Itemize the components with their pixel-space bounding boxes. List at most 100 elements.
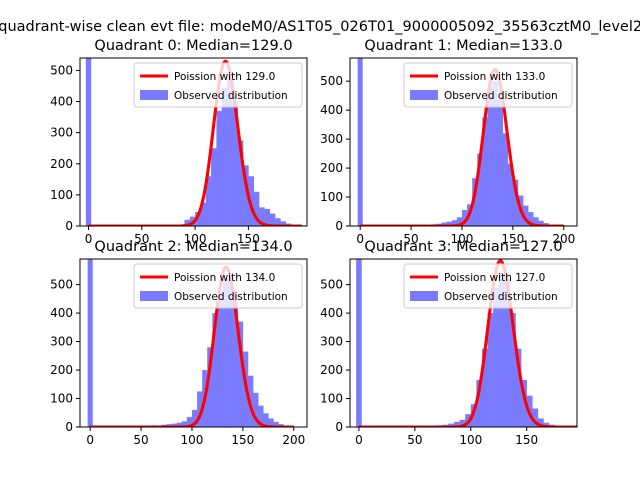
hist-bar [259, 207, 265, 226]
hist-bar [492, 81, 498, 226]
hist-bar-zero [356, 259, 362, 427]
x-tick-label: 200 [552, 232, 575, 246]
legend-hist-swatch [140, 90, 168, 100]
legend-hist-label: Observed distribution [444, 90, 558, 102]
y-tick-label: 100 [320, 190, 343, 204]
plot-area [356, 259, 577, 427]
y-tick-label: 500 [50, 278, 73, 292]
hist-bar [212, 313, 218, 427]
figure-suptitle: Light curves for quadrant-wise clean evt… [0, 19, 640, 35]
hist-bar [507, 163, 514, 226]
x-tick-label: 0 [356, 232, 364, 246]
legend: Poission with 133.0 Observed distribution [403, 62, 573, 108]
y-tick-label: 200 [320, 161, 343, 175]
hist-bar [186, 417, 193, 427]
hist-bar [493, 287, 500, 427]
poisson-curve [88, 59, 302, 226]
hist-bar [275, 218, 281, 226]
legend-frame [403, 263, 573, 309]
axes-frame [79, 57, 308, 227]
y-tick-label: 500 [50, 63, 73, 77]
hist-bar [207, 347, 213, 427]
y-tick-label: 200 [50, 363, 73, 377]
hist-bar [521, 380, 527, 427]
hist-bar [253, 392, 259, 427]
legend-frame [403, 62, 573, 108]
hist-bar [487, 86, 493, 226]
hist-bar [504, 278, 511, 427]
legend-poisson-label: Poission with 129.0 [174, 71, 275, 83]
hist-bar [171, 423, 178, 427]
poisson-curve [358, 259, 577, 427]
hist-bar [533, 217, 539, 226]
hist-bar [477, 153, 483, 226]
hist-bar-zero [357, 58, 363, 226]
y-tick-label: 400 [50, 95, 73, 109]
x-tick-label: 100 [181, 433, 204, 447]
axes-frame [349, 258, 578, 428]
x-tick-label: 50 [403, 232, 418, 246]
hist-bar [197, 391, 203, 427]
y-tick-label: 300 [320, 335, 343, 349]
hist-bar [523, 205, 529, 226]
hist-bar [269, 213, 276, 226]
panel-title: Quadrant 2: Median=134.0 [94, 239, 292, 255]
hist-bar [461, 210, 468, 226]
hist-bar [459, 419, 466, 427]
y-tick-label: 100 [50, 188, 73, 202]
hist-bar [263, 413, 269, 427]
legend-hist-swatch [410, 291, 438, 301]
axes-frame [349, 57, 578, 227]
hist-bar [543, 422, 550, 427]
hist-bar [237, 321, 244, 427]
hist-bar [441, 222, 448, 226]
x-tick-label: 100 [184, 232, 207, 246]
hist-bar [216, 110, 223, 226]
legend-hist-label: Observed distribution [174, 90, 288, 102]
axes-frame [79, 258, 308, 428]
y-tick-label: 500 [320, 74, 343, 88]
hist-bar [211, 148, 217, 226]
hist-bar [482, 117, 488, 226]
hist-bar [268, 418, 274, 427]
poisson-curve [90, 265, 294, 427]
plot-area [357, 58, 570, 226]
y-tick-label: 300 [50, 335, 73, 349]
legend-hist-label: Observed distribution [444, 291, 558, 303]
hist-bar [273, 421, 279, 427]
hist-bar [264, 208, 270, 226]
hist-bar [227, 278, 233, 427]
plot-area [85, 58, 302, 226]
panel-quadrant-1: 0 50 100 150 200 0 100 200 300 400 500 Poission wit… [320, 38, 578, 246]
y-tick-label: 300 [320, 132, 343, 146]
hist-bar [456, 217, 463, 226]
hist-bar [237, 140, 244, 226]
x-tick-label: 150 [231, 433, 254, 447]
panel-title: Quadrant 0: Median=129.0 [94, 38, 292, 54]
hist-bar [537, 418, 544, 427]
hist-bar [532, 408, 539, 427]
x-tick-label: 0 [85, 232, 93, 246]
hist-bar [181, 421, 188, 427]
hist-bar [448, 423, 455, 427]
poisson-curve [360, 68, 564, 226]
y-tick-label: 0 [65, 219, 73, 233]
hist-bar [205, 176, 212, 226]
legend-poisson-label: Poission with 134.0 [174, 272, 275, 284]
hist-bar [232, 293, 239, 427]
y-tick-label: 0 [335, 219, 343, 233]
hist-bar [515, 348, 522, 427]
legend-frame [133, 263, 303, 309]
x-tick-label: 0 [86, 433, 94, 447]
hist-bar [538, 220, 544, 226]
hist-bar [476, 380, 483, 427]
hist-bar [232, 101, 239, 226]
hist-bar [481, 348, 488, 427]
hist-bar [446, 221, 453, 226]
plot-area [87, 259, 295, 427]
panel-quadrant-3: 0 50 100 150 0 100 200 300 400 500 Poission with 1… [320, 239, 578, 447]
y-tick-label: 200 [50, 157, 73, 171]
hist-bar [222, 278, 228, 427]
hist-bar-zero [85, 58, 92, 226]
x-tick-label: 0 [355, 433, 363, 447]
